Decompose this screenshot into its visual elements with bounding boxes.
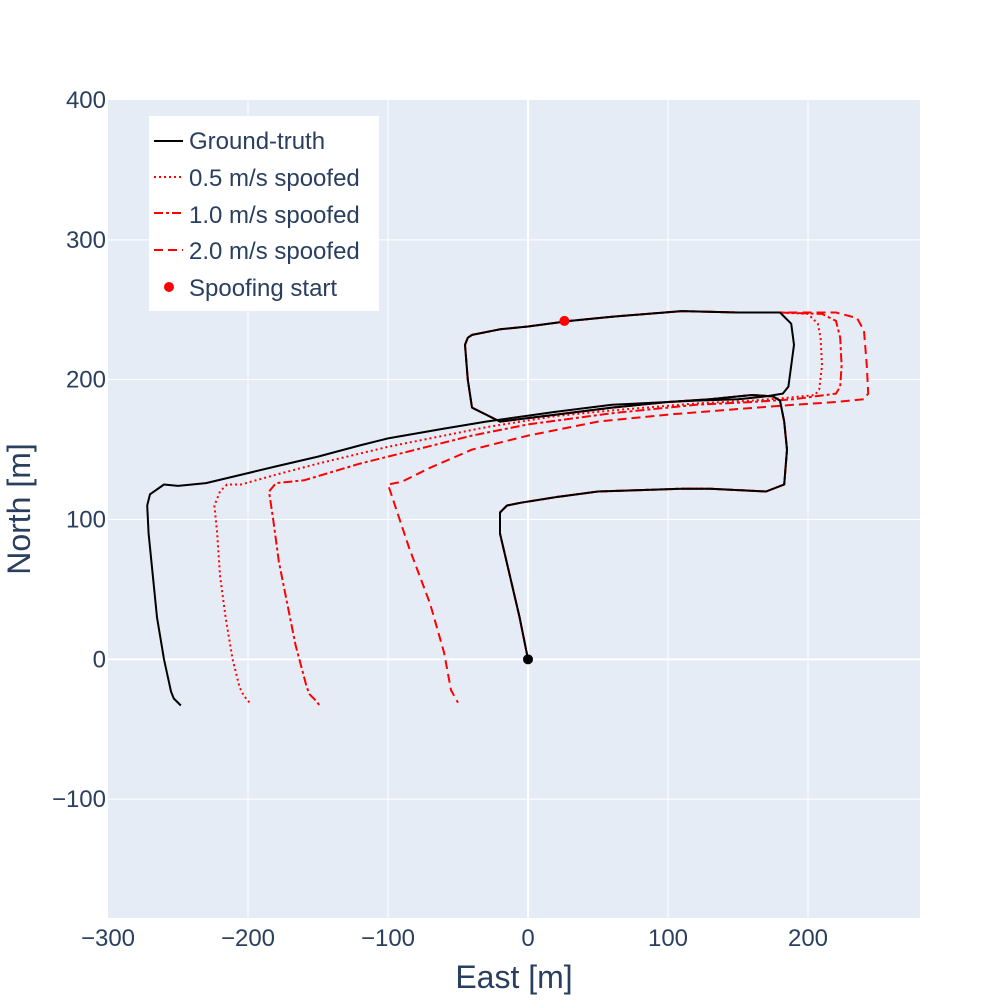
x-axis-title: East [m] [455, 959, 572, 995]
legend-background [149, 116, 379, 311]
legend-label-spoofing-start: Spoofing start [189, 275, 337, 302]
y-tick-labels: −100 0 100 200 300 400 [52, 87, 106, 813]
legend-label-0-5-spoofed: 0.5 m/s spoofed [189, 165, 360, 192]
spoofing-start-marker [559, 315, 570, 326]
marker-layer [523, 315, 570, 665]
x-tick-label: −300 [81, 925, 135, 952]
y-tick-label: 0 [93, 646, 106, 673]
series-layer [146, 310, 870, 707]
origin-marker [523, 654, 533, 665]
y-tick-label: −100 [52, 786, 106, 813]
x-tick-labels: −300 −200 −100 0 100 200 [81, 925, 828, 952]
zero-lines [108, 100, 920, 918]
y-tick-label: 100 [66, 506, 106, 533]
x-tick-label: −200 [221, 925, 275, 952]
legend: Ground-truth 0.5 m/s spoofed 1.0 m/s spo… [149, 116, 379, 311]
x-tick-label: −100 [361, 925, 415, 952]
legend-label-1-0-spoofed: 1.0 m/s spoofed [189, 202, 360, 229]
y-axis-title: North [m] [1, 443, 37, 575]
x-tick-label: 100 [648, 925, 688, 952]
x-tick-label: 200 [788, 925, 828, 952]
y-tick-label: 200 [66, 367, 106, 394]
x-tick-label: 0 [521, 925, 534, 952]
legend-label-2-0-spoofed: 2.0 m/s spoofed [189, 238, 360, 265]
series-line-ground-truth [146, 310, 795, 707]
y-tick-label: 300 [66, 227, 106, 254]
legend-swatch-spoofing-start [164, 282, 174, 292]
legend-label-ground-truth: Ground-truth [189, 128, 325, 155]
y-tick-label: 400 [66, 87, 106, 114]
